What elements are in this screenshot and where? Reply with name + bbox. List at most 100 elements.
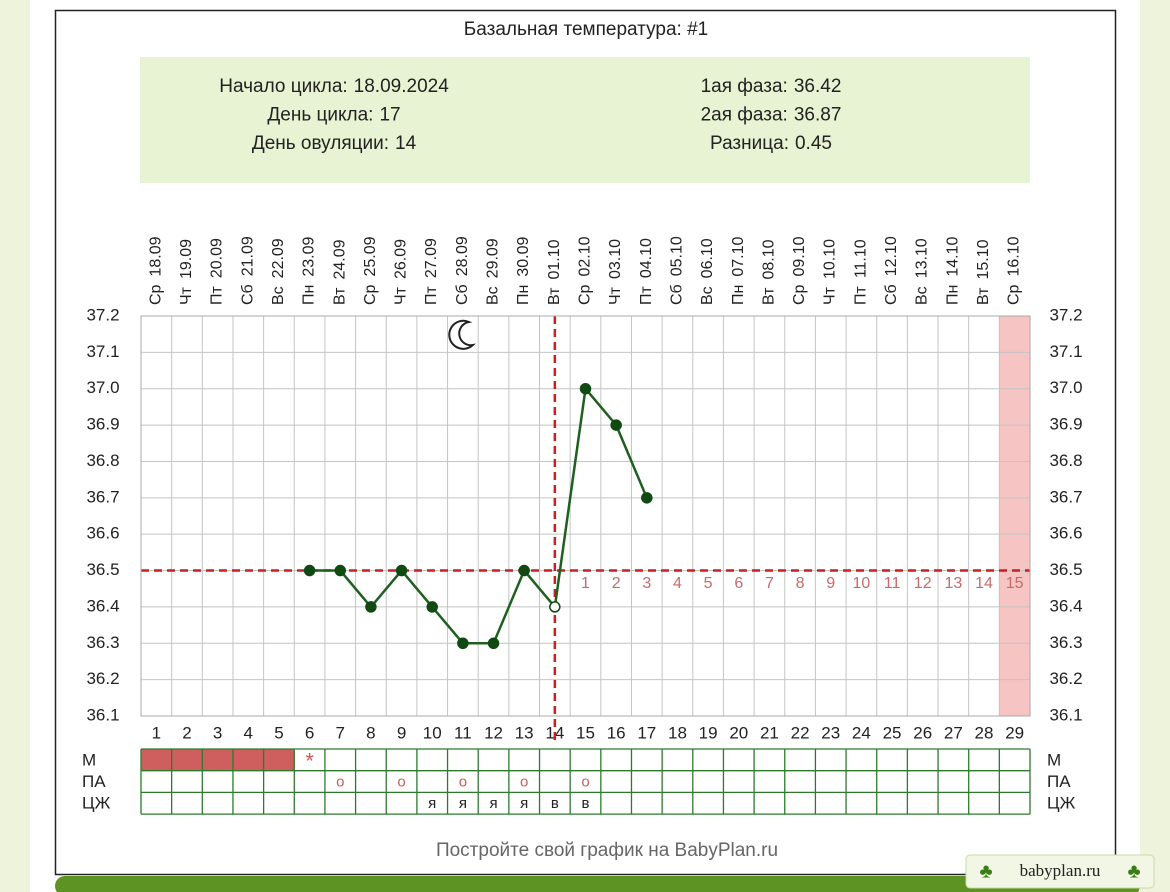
date: 28.09 — [454, 236, 471, 276]
x-tick-label: 19 — [699, 723, 718, 742]
x-tick-label: 16 — [607, 723, 626, 742]
table-cell: я — [459, 795, 467, 812]
temperature-point — [487, 637, 500, 650]
weekday: Пн — [515, 285, 532, 305]
y-tick-label-right: 36.9 — [1049, 415, 1082, 434]
x-tick-label: 28 — [975, 723, 994, 742]
badge-icon: ♣ — [979, 860, 992, 882]
date-label: Сб 28.09 — [454, 236, 471, 305]
info-label: 1ая фаза: — [701, 76, 788, 97]
weekday: Вт — [761, 287, 778, 305]
info-label: Начало цикла: — [219, 76, 347, 97]
phase-day: 10 — [852, 575, 870, 592]
phase-day: 7 — [765, 575, 774, 592]
date: 09.10 — [791, 236, 808, 276]
x-tick-label: 3 — [213, 723, 222, 742]
date-label: Чт 26.09 — [393, 239, 410, 305]
phase-day: 1 — [581, 575, 590, 592]
info-item: День овуляции: 14 — [252, 133, 417, 154]
date-label: Вт 01.10 — [546, 239, 563, 305]
x-tick-label: 1 — [152, 723, 161, 742]
date-label: Пн 07.10 — [730, 237, 747, 305]
info-value: 14 — [395, 133, 417, 154]
weekday: Вс — [270, 286, 287, 305]
date-label: Вт 15.10 — [975, 239, 992, 305]
y-tick-label-right: 36.8 — [1049, 451, 1082, 470]
info-label: 2ая фаза: — [701, 105, 788, 126]
badge-text[interactable]: babyplan.ru — [1020, 861, 1101, 880]
weekday: Чт — [607, 286, 624, 305]
y-tick-label-right: 36.2 — [1049, 669, 1082, 688]
x-tick-label: 25 — [883, 723, 902, 742]
x-tick-label: 6 — [305, 723, 314, 742]
y-tick-label-right: 36.3 — [1049, 633, 1082, 652]
phase-day: 6 — [734, 575, 743, 592]
date: 22.09 — [270, 238, 287, 278]
row-label-right: М — [1047, 750, 1061, 769]
date: 05.10 — [669, 236, 686, 276]
phase-day: 2 — [612, 575, 621, 592]
date-label: Пн 14.10 — [945, 237, 962, 305]
x-tick-label: 11 — [454, 723, 472, 742]
weekday: Чт — [178, 286, 195, 305]
date-label: Пн 30.09 — [515, 237, 532, 305]
table-cell: я — [520, 795, 528, 812]
temperature-point — [579, 382, 592, 395]
info-value: 36.87 — [794, 105, 842, 126]
phase-day: 13 — [944, 575, 962, 592]
badge[interactable] — [965, 854, 1155, 889]
temperature-point — [457, 637, 469, 650]
info-value: 36.42 — [794, 76, 842, 97]
phase-day: 3 — [642, 575, 651, 592]
temperature-point — [518, 564, 530, 577]
date: 07.10 — [730, 237, 747, 277]
menses-cell — [141, 749, 172, 771]
chart-title: Базальная температура: #1 — [464, 19, 708, 40]
x-tick-label: 13 — [515, 723, 534, 742]
date-label: Пн 23.09 — [301, 237, 318, 305]
date: 01.10 — [546, 239, 563, 279]
date: 08.10 — [761, 239, 778, 279]
date: 18.09 — [148, 236, 165, 276]
info-value: 17 — [379, 105, 400, 126]
x-tick-label: 7 — [336, 723, 345, 742]
table-cell: о — [520, 774, 528, 791]
info-value: 18.09.2024 — [354, 76, 450, 97]
weekday: Ср — [148, 284, 165, 305]
date-label: Ср 02.10 — [577, 236, 594, 305]
weekday: Сб — [454, 284, 471, 305]
highlight-column — [999, 316, 1030, 716]
date-label: Пт 27.09 — [423, 238, 440, 305]
y-tick-label: 36.3 — [86, 633, 119, 652]
info-item: Начало цикла: 18.09.2024 — [219, 76, 449, 97]
menses-cell — [202, 749, 233, 771]
date-label: Ср 16.10 — [1006, 236, 1023, 305]
date-label: Пт 11.10 — [853, 239, 870, 305]
y-tick-label: 36.4 — [86, 596, 119, 615]
table-cell: я — [489, 795, 497, 812]
date: 26.09 — [393, 239, 410, 279]
x-tick-label: 29 — [1005, 723, 1024, 742]
date: 25.09 — [362, 236, 379, 276]
menses-cell — [232, 749, 264, 771]
date: 20.09 — [209, 238, 226, 278]
date: 15.10 — [975, 239, 992, 279]
x-tick-label: 23 — [821, 723, 840, 742]
x-tick-label: 4 — [244, 723, 253, 742]
weekday: Пт — [853, 286, 870, 306]
date-label: Ср 25.09 — [362, 236, 379, 305]
x-tick-label: 15 — [576, 723, 595, 742]
weekday: Вт — [975, 287, 992, 305]
date-label: Чт 03.10 — [607, 239, 624, 305]
x-tick-label: 2 — [182, 723, 191, 742]
y-tick-label: 36.5 — [86, 560, 119, 579]
table-cell: в — [582, 795, 590, 812]
phase-day: 4 — [673, 575, 682, 592]
footer[interactable]: Постройте свой график на BabyPlan.ru — [436, 840, 778, 861]
date: 23.09 — [301, 237, 318, 277]
table-cell: о — [459, 774, 467, 791]
weekday: Пт — [209, 286, 226, 306]
plot-border — [140, 315, 1031, 717]
date: 16.10 — [1006, 236, 1023, 276]
